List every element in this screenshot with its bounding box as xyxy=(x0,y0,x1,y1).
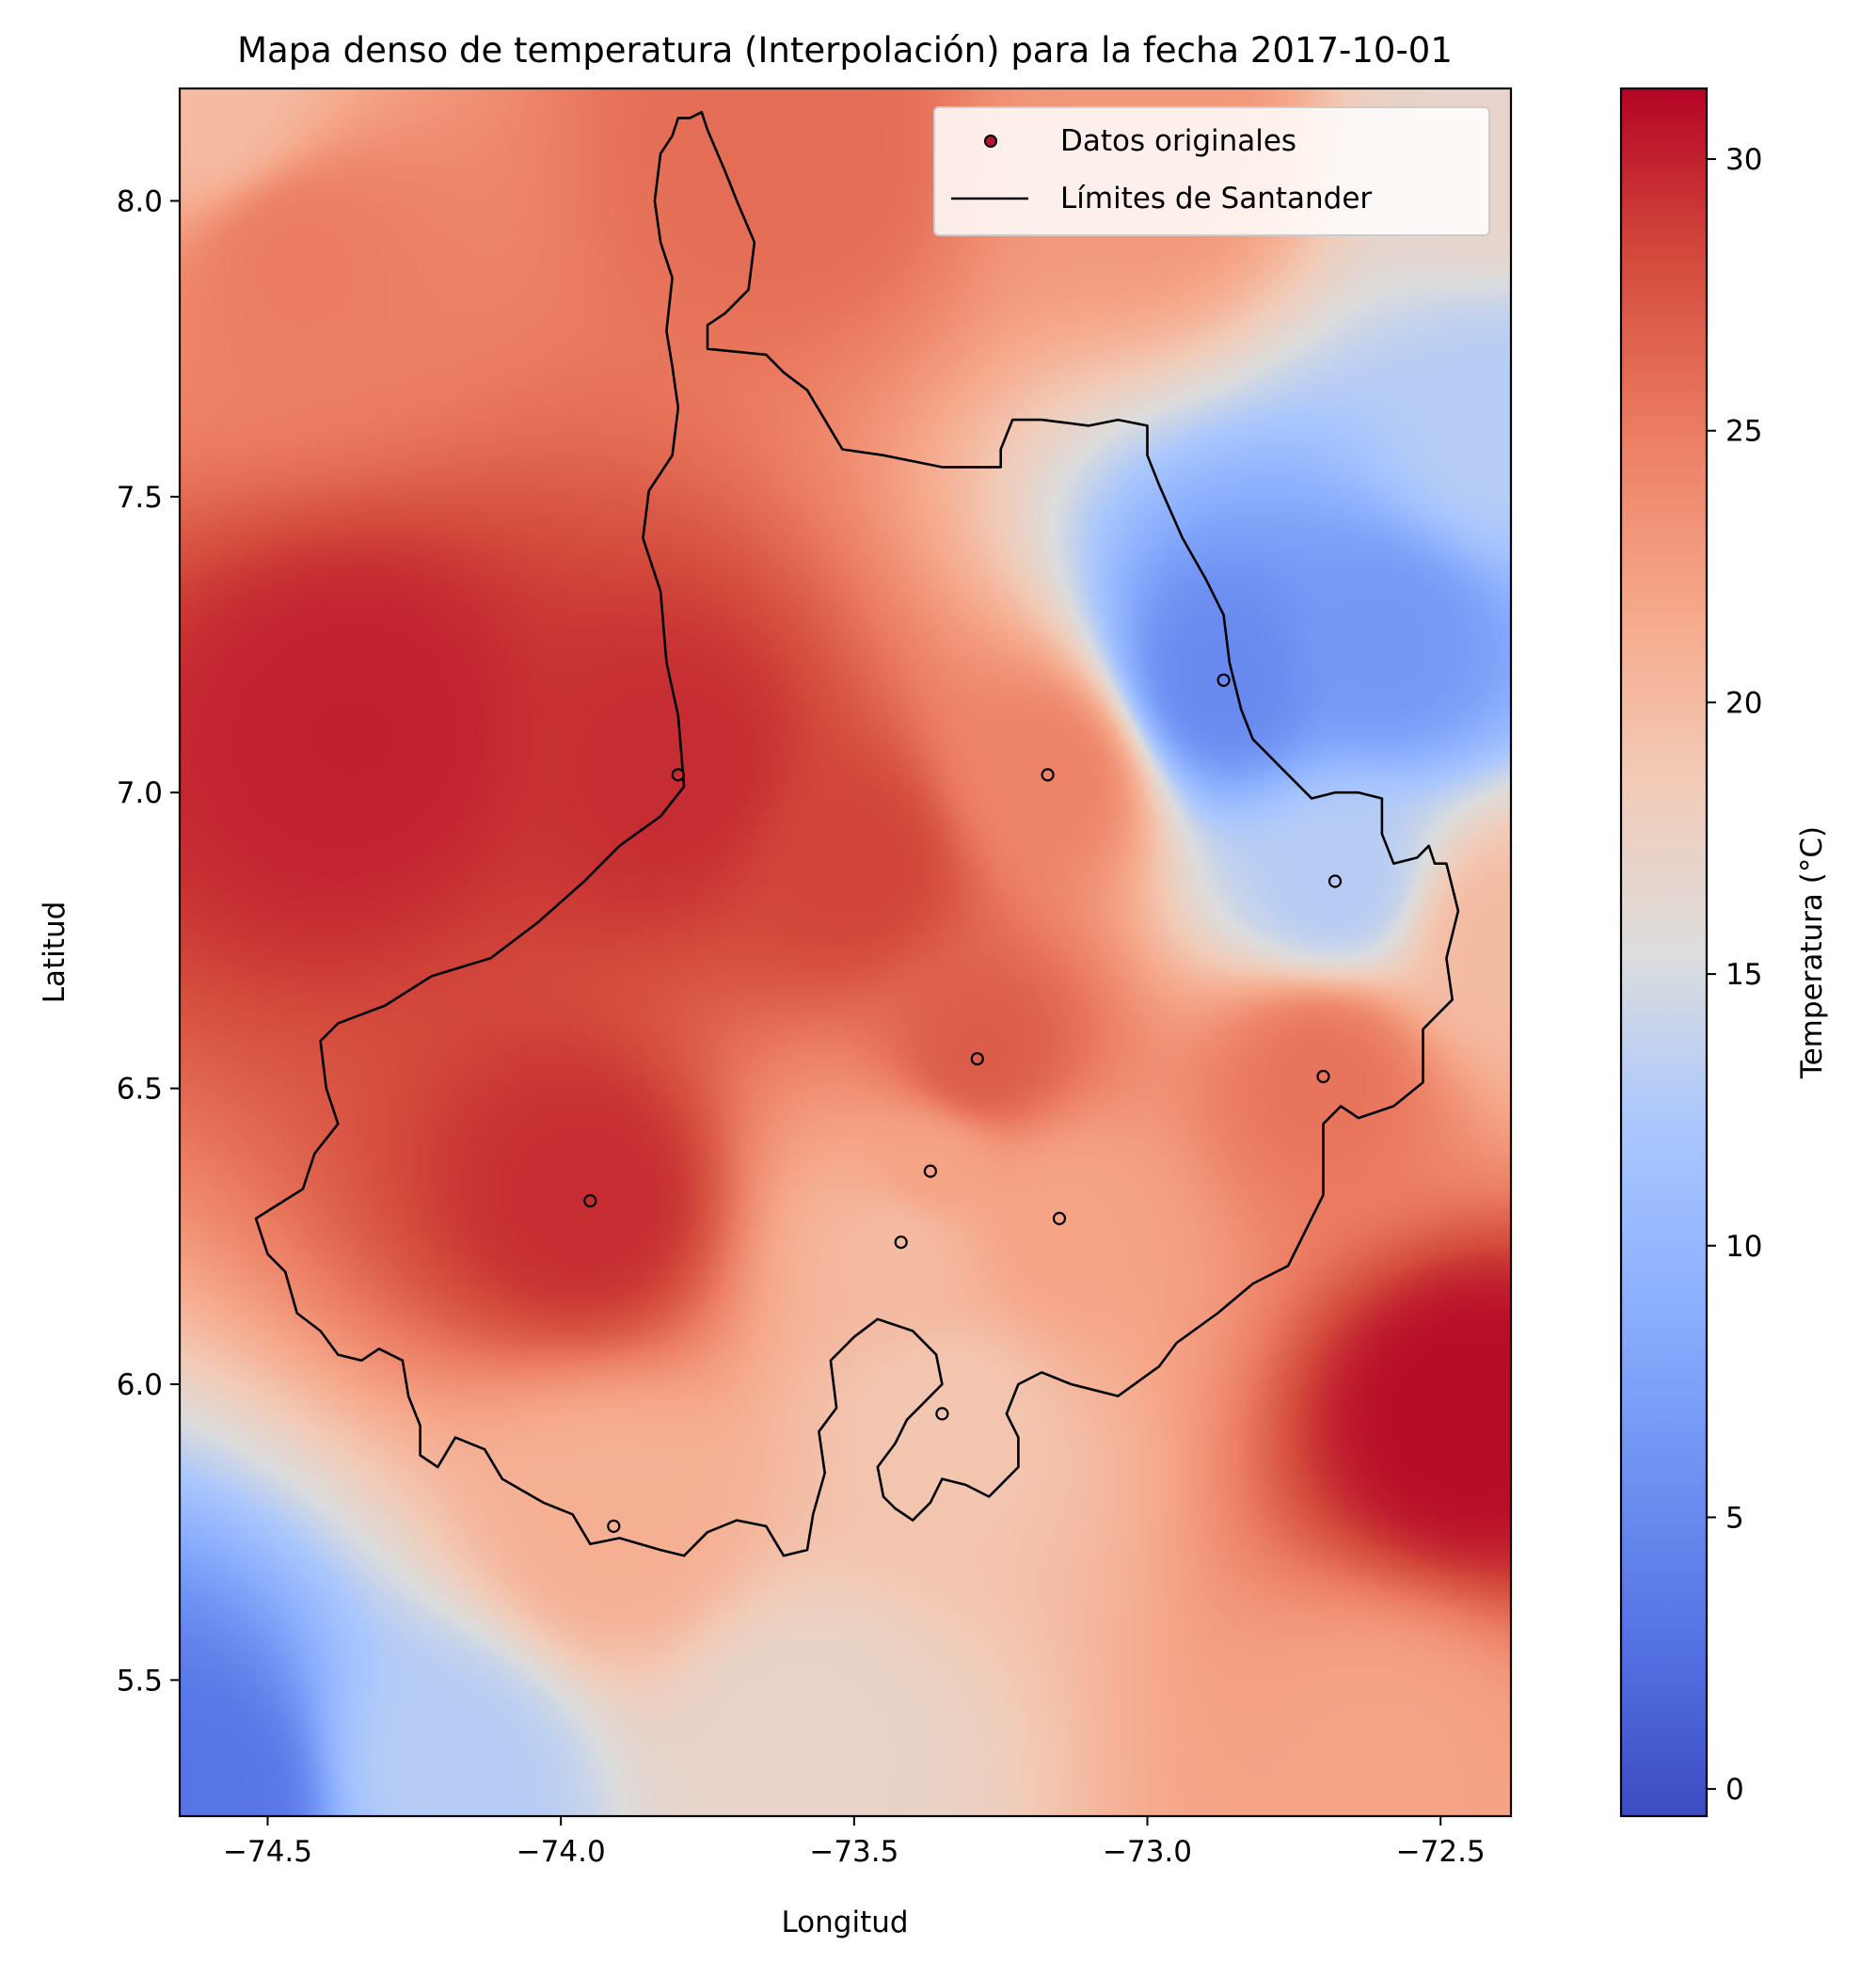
colorbar-tick-label: 10 xyxy=(1725,1230,1762,1264)
colorbar-ticks: 0 5 10 15 20 25 30 xyxy=(1707,143,1762,1807)
colorbar-tick-label: 25 xyxy=(1725,415,1762,449)
colorbar-tick-label: 30 xyxy=(1725,143,1762,177)
station-point xyxy=(936,1408,947,1419)
colorbar-tick-label: 20 xyxy=(1725,686,1762,720)
colorbar-gradient xyxy=(1621,88,1707,1816)
x-axis-ticks: −74.5 −74.0 −73.5 −73.0 −72.5 xyxy=(223,1816,1486,1869)
colorbar-tick-label: 5 xyxy=(1725,1501,1744,1535)
y-tick-label: 7.5 xyxy=(117,481,163,515)
station-point xyxy=(673,769,684,780)
y-tick-label: 5.5 xyxy=(117,1664,163,1698)
colorbar-tick-label: 15 xyxy=(1725,958,1762,992)
station-point xyxy=(972,1053,983,1064)
station-point xyxy=(1329,876,1341,887)
station-point xyxy=(1218,675,1230,686)
x-tick-label: −73.0 xyxy=(1103,1835,1192,1869)
station-point xyxy=(896,1236,907,1248)
x-tick-label: −74.5 xyxy=(223,1835,312,1869)
station-point xyxy=(1318,1071,1329,1082)
y-tick-label: 6.0 xyxy=(117,1368,163,1402)
y-tick-label: 8.0 xyxy=(117,184,163,218)
x-axis-label: Longitud xyxy=(781,1906,908,1939)
x-tick-label: −72.5 xyxy=(1396,1835,1486,1869)
x-tick-label: −74.0 xyxy=(517,1835,606,1869)
x-tick-label: −73.5 xyxy=(809,1835,898,1869)
y-tick-label: 6.5 xyxy=(117,1073,163,1107)
colorbar: 0 5 10 15 20 25 30 Temperatura (°C) xyxy=(1621,88,1829,1816)
station-point xyxy=(1054,1213,1065,1224)
station-point xyxy=(1042,769,1054,780)
chart-title: Mapa denso de temperatura (Interpolación… xyxy=(237,30,1453,71)
heatmap-foreign xyxy=(180,88,1511,1816)
plot-area xyxy=(180,88,1511,1816)
legend-marker-stations xyxy=(985,136,996,147)
y-tick-label: 7.0 xyxy=(117,776,163,810)
temperature-heatmap xyxy=(180,88,1511,1816)
colorbar-label: Temperatura (°C) xyxy=(1795,826,1829,1079)
y-axis-label: Latitud xyxy=(38,901,72,1004)
legend: Datos originales Límites de Santander xyxy=(934,107,1489,235)
station-point xyxy=(608,1521,619,1532)
station-point xyxy=(925,1166,936,1177)
y-axis-ticks: 5.5 6.0 6.5 7.0 7.5 8.0 xyxy=(117,184,180,1698)
station-point xyxy=(584,1195,596,1206)
colorbar-tick-label: 0 xyxy=(1725,1773,1744,1807)
legend-label-boundary: Límites de Santander xyxy=(1060,182,1372,215)
legend-label-stations: Datos originales xyxy=(1060,124,1296,158)
